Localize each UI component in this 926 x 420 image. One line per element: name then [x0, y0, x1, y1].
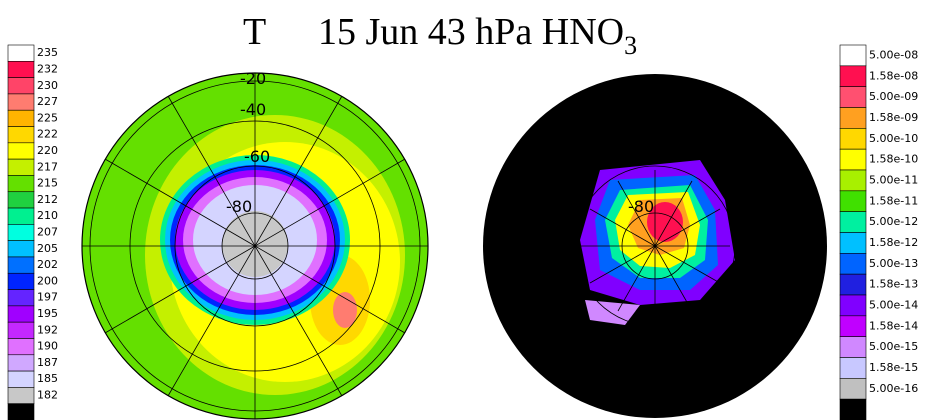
- colorbar-label: 222: [37, 128, 58, 141]
- colorbar-swatch: [8, 355, 34, 371]
- colorbar-label: 220: [37, 144, 58, 157]
- colorbar-label: 225: [37, 111, 58, 124]
- colorbar-label: 205: [37, 242, 58, 255]
- left-map: [82, 73, 428, 419]
- colorbar-swatch: [8, 127, 34, 143]
- colorbar-label: 1.58e-11: [869, 194, 918, 207]
- colorbar-swatch: [840, 274, 866, 295]
- colorbar-swatch: [840, 108, 866, 129]
- title-text: 15 Jun 43 hPa HNO: [318, 11, 624, 53]
- colorbar-label: 1.58e-14: [869, 319, 918, 332]
- colorbar-label: 5.00e-11: [869, 173, 918, 186]
- colorbar-swatch: [8, 371, 34, 387]
- colorbar-swatch: [8, 208, 34, 224]
- colorbar-label: 230: [37, 79, 58, 92]
- latitude-label: -40: [240, 100, 266, 119]
- colorbar-label: 192: [37, 323, 58, 336]
- colorbar-swatch: [8, 338, 34, 354]
- colorbar-label: 187: [37, 356, 58, 369]
- colorbar-swatch: [8, 224, 34, 240]
- colorbar-label: 5.00e-13: [869, 257, 918, 270]
- colorbar-label: 1.58e-08: [869, 69, 918, 82]
- colorbar-label: 1.58e-09: [869, 111, 918, 124]
- colorbar-label: 207: [37, 226, 58, 239]
- colorbar-swatch: [8, 78, 34, 94]
- colorbar-label: 202: [37, 258, 58, 271]
- colorbar-label: 1.58e-10: [869, 153, 918, 166]
- colorbar-swatch: [840, 358, 866, 379]
- colorbar-swatch: [8, 61, 34, 77]
- colorbar-swatch: [840, 170, 866, 191]
- colorbar-swatch: [840, 128, 866, 149]
- colorbar-swatch: [840, 253, 866, 274]
- colorbar-label: 200: [37, 274, 58, 287]
- colorbar-label: 227: [37, 95, 58, 108]
- colorbar-swatch: [840, 399, 866, 420]
- colorbar-swatch: [8, 192, 34, 208]
- colorbar-label: 182: [37, 389, 58, 402]
- colorbar-label: 5.00e-14: [869, 298, 918, 311]
- title-left: T: [243, 11, 266, 53]
- colorbar-label: 195: [37, 307, 58, 320]
- latitude-label: -80: [628, 197, 654, 216]
- colorbar-swatch: [840, 87, 866, 108]
- colorbar-swatch: [8, 143, 34, 159]
- colorbar-swatch: [8, 290, 34, 306]
- colorbar-label: 1.58e-15: [869, 361, 918, 374]
- colorbar-swatch: [8, 257, 34, 273]
- colorbar-label: 217: [37, 160, 58, 173]
- colorbar-label: 210: [37, 209, 58, 222]
- colorbar-swatch: [8, 306, 34, 322]
- latitude-label: -80: [226, 197, 252, 216]
- colorbar-swatch: [840, 295, 866, 316]
- colorbar-swatch: [8, 94, 34, 110]
- colorbar-swatch: [840, 212, 866, 233]
- colorbar-swatch: [8, 159, 34, 175]
- colorbar-swatch: [8, 404, 34, 420]
- colorbar-swatch: [8, 322, 34, 338]
- colorbar-label: 212: [37, 193, 58, 206]
- colorbar-label: 5.00e-10: [869, 132, 918, 145]
- figure: T 15 Jun 43 hPa HNO3 -20 -40 -60 -80: [0, 0, 926, 420]
- colorbar-swatch: [8, 241, 34, 257]
- colorbar-label: 5.00e-15: [869, 340, 918, 353]
- colorbar-swatch: [840, 233, 866, 254]
- latitude-label: -20: [240, 69, 266, 88]
- colorbar-label: 5.00e-16: [869, 382, 918, 395]
- colorbar-label: 5.00e-09: [869, 90, 918, 103]
- colorbar-label: 5.00e-08: [869, 48, 918, 61]
- colorbar-label: 1.58e-13: [869, 278, 918, 291]
- colorbar-swatch: [840, 191, 866, 212]
- colorbar-label: 235: [37, 46, 58, 59]
- colorbar-swatch: [8, 45, 34, 61]
- colorbar-label: 5.00e-12: [869, 215, 918, 228]
- colorbar-swatch: [840, 337, 866, 358]
- colorbar-swatch: [8, 273, 34, 289]
- colorbar-label: 215: [37, 177, 58, 190]
- colorbar-label: 232: [37, 62, 58, 75]
- colorbar-label: 185: [37, 372, 58, 385]
- colorbar-swatch: [840, 149, 866, 170]
- colorbar-swatch: [840, 45, 866, 66]
- latitude-label: -60: [244, 147, 270, 166]
- title-subscript: 3: [624, 31, 637, 60]
- colorbar-swatch: [8, 175, 34, 191]
- colorbar-swatch: [8, 387, 34, 403]
- colorbar-swatch: [840, 316, 866, 337]
- colorbar-swatch: [840, 378, 866, 399]
- colorbar-swatch: [8, 110, 34, 126]
- colorbar-label: 1.58e-12: [869, 236, 918, 249]
- colorbar-swatch: [840, 66, 866, 87]
- colorbar-label: 197: [37, 291, 58, 304]
- colorbar-label: 190: [37, 340, 58, 353]
- title-right: 15 Jun 43 hPa HNO3: [318, 11, 637, 60]
